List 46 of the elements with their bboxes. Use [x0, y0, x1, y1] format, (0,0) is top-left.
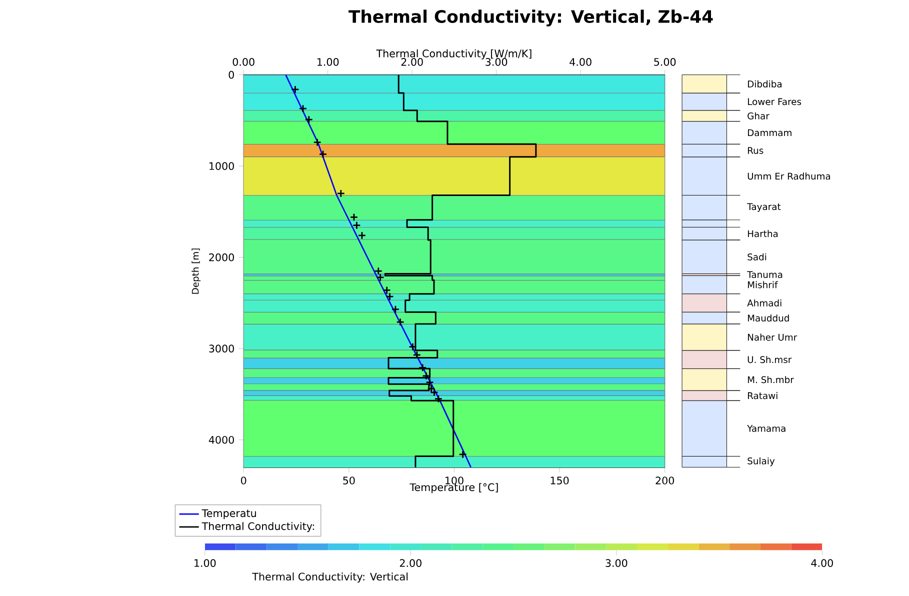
color-bar-label: 2.00	[400, 559, 422, 568]
text: Naher Umr	[748, 334, 798, 341]
legend-label: Sulaiy	[748, 457, 775, 466]
y-tick-label: 4000	[208, 436, 234, 444]
legend-label: Rus	[748, 147, 764, 154]
x2-axis-title: Thermal Conductivity [W/m/K]	[376, 49, 532, 60]
text: Lower Fares	[748, 98, 802, 106]
chart-title: Thermal Conductivity: Vertical, Zb-44	[348, 10, 713, 27]
x2-tick-label: 5.00	[654, 58, 676, 66]
y-tick-label: 2000	[209, 254, 234, 262]
legend-label: Temperatu	[202, 510, 256, 520]
x-tick-label: 100	[446, 476, 464, 485]
text: Dammam	[748, 129, 792, 136]
text: Yamama	[747, 425, 786, 432]
legend-label: Hartha	[748, 230, 778, 238]
x2-tick-label: 1.00	[317, 58, 339, 66]
y-axis-title: Depth [m]	[192, 248, 201, 294]
color-bar-label: 1.00	[194, 559, 216, 568]
y-tick-label: 1000	[210, 162, 234, 170]
x-tick-label: 0	[240, 476, 246, 485]
x-tick-label: 200	[656, 476, 674, 485]
text: Mishrif	[748, 281, 778, 288]
x2-tick-label: 3.00	[486, 58, 508, 66]
y-tick-label: 3000	[209, 344, 234, 353]
legend-label: Ghar	[748, 112, 770, 120]
x2-tick-label: 4.00	[570, 58, 592, 66]
legend-label: Thermal Conductivity:	[202, 522, 314, 532]
text: Ahmadi	[747, 300, 782, 307]
x-axis-title: Temperature [°C]	[410, 483, 498, 494]
text: M. Sh.mbr	[748, 376, 794, 384]
text: Umm Er Radhuma	[748, 172, 830, 180]
x-tick-label: 150	[550, 476, 569, 485]
text: U. Sh.msr	[748, 356, 792, 364]
x2-tick-label: 0.00	[232, 58, 254, 66]
color-bar-title: Thermal Conductivity: Vertical	[252, 572, 408, 583]
color-bar-label: 4.00	[811, 559, 833, 568]
x2-tick-label: 2.00	[401, 58, 423, 66]
legend-label: Tanuma	[747, 271, 782, 278]
legend-label: Mauddud	[748, 314, 789, 322]
legend-label: Ratawi	[748, 392, 778, 400]
text: Tayarat	[747, 203, 781, 212]
y-tick-label: 0	[228, 71, 234, 79]
x-tick-label: 50	[343, 476, 355, 485]
text: Dibdiba	[748, 80, 782, 88]
text: Sadi	[748, 253, 766, 261]
color-bar-label: 3.00	[606, 559, 628, 568]
